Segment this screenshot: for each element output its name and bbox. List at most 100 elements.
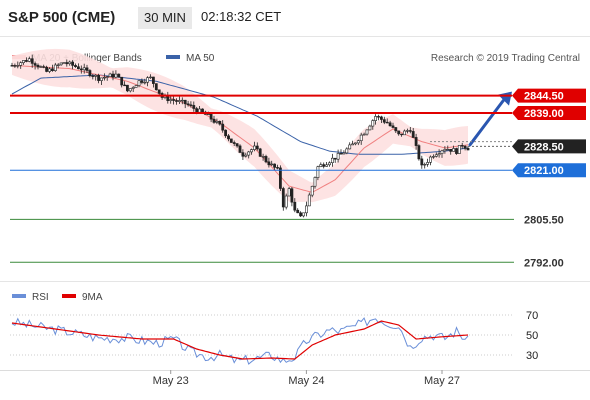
ma9-legend-swatch [62,294,76,298]
candle-body [328,162,331,166]
level-tag-label-0: 2844.50 [524,91,564,103]
levels-layer: 2844.50 2839.00 2828.50 2821.00 2805.50 2792.… [10,88,586,269]
rsi-legend-swatch [12,294,26,298]
level-tag-2: 2828.50 [512,139,586,153]
candle-body [30,58,34,64]
ma50-legend-label: MA 50 [186,53,215,64]
candle-body [247,151,251,156]
candle-body [79,68,83,71]
candle-body [39,66,43,68]
candle-body [273,163,277,168]
candle-body [388,122,392,127]
candle-body [241,152,245,157]
x-tick-label-2: May 27 [424,375,460,387]
candle-body [215,121,219,123]
candle-body [278,167,282,189]
candle-body [186,103,190,106]
level-tag-shape-3 [512,163,586,178]
candle-body [244,154,248,157]
rsi-tick-30: 30 [526,350,538,362]
rsi-line [11,317,469,365]
candle-body [319,164,323,168]
candle-body [59,62,63,66]
candle-body [434,154,438,157]
candle-body [463,145,467,149]
candle-body [255,145,259,150]
candle-body [65,62,69,65]
candle-body [201,108,204,113]
candle-body [443,149,447,152]
candle-body [371,120,375,127]
candle-body [126,84,129,92]
candle-body [33,63,37,66]
candle-body [330,157,334,163]
candle-body [411,131,415,138]
candle-body [426,162,430,165]
candle-body [359,134,363,142]
candle-body [302,212,305,217]
ma9-legend-label: 9MA [82,292,103,303]
candle-body [431,156,435,158]
candle-body [420,158,424,166]
candle-body [290,188,294,203]
candle-body [397,130,401,135]
candle-body [146,77,150,83]
candle-body [460,145,464,147]
candle-body [175,100,178,102]
level-tag-label-3: 2821.00 [524,165,564,177]
candle-body [128,88,132,92]
candle-body [356,140,360,144]
candle-body [149,76,152,79]
candle-body [192,105,196,109]
candle-body [206,113,210,116]
candle-body [36,64,40,68]
candle-body [27,58,31,62]
candle-body [307,194,311,207]
candle-body [62,62,66,64]
candle-body [108,73,112,78]
candle-body [189,104,193,106]
candle-body [336,153,340,160]
candle-body [53,64,57,71]
ma20-line [11,64,469,193]
candle-body [154,83,158,91]
candle-body [261,156,265,158]
candle-body [446,149,450,151]
candle-body [276,167,279,169]
candle-body [48,68,51,72]
candle-body [353,142,357,145]
candle-body [152,76,155,84]
candle-body [281,188,285,208]
candle-body [299,212,303,217]
candle-body [131,87,135,89]
timeframe-badge[interactable]: 30 MIN [138,7,192,29]
candle-body [45,66,49,72]
symbol-title: S&P 500 (CME) [8,9,116,26]
candle-body [382,119,386,123]
candle-body [449,149,453,152]
candle-body [374,116,378,121]
candle-body [362,133,366,136]
candle-body [391,125,395,128]
level-label-4: 2805.50 [524,214,564,226]
x-tick-label-0: May 23 [153,375,189,387]
source-credit: Research © 2019 Trading Central [431,53,580,64]
candle-body [183,99,187,105]
x-tick-label-1: May 24 [288,375,324,387]
candle-body [74,65,77,68]
rsi-tick-50: 50 [526,330,538,342]
level-tag-3: 2821.00 [512,163,586,178]
candle-body [379,116,383,120]
candle-body [377,116,380,118]
candle-body [457,145,461,154]
level-label-5: 2792.00 [524,257,564,269]
candle-body [105,76,109,78]
candle-body [342,152,346,155]
candle-body [120,76,124,86]
candle-body [316,166,320,178]
candle-body [405,130,409,132]
candle-body [250,149,253,153]
candle-body [227,135,230,140]
candle-body [264,156,268,163]
candle-body [284,195,288,208]
